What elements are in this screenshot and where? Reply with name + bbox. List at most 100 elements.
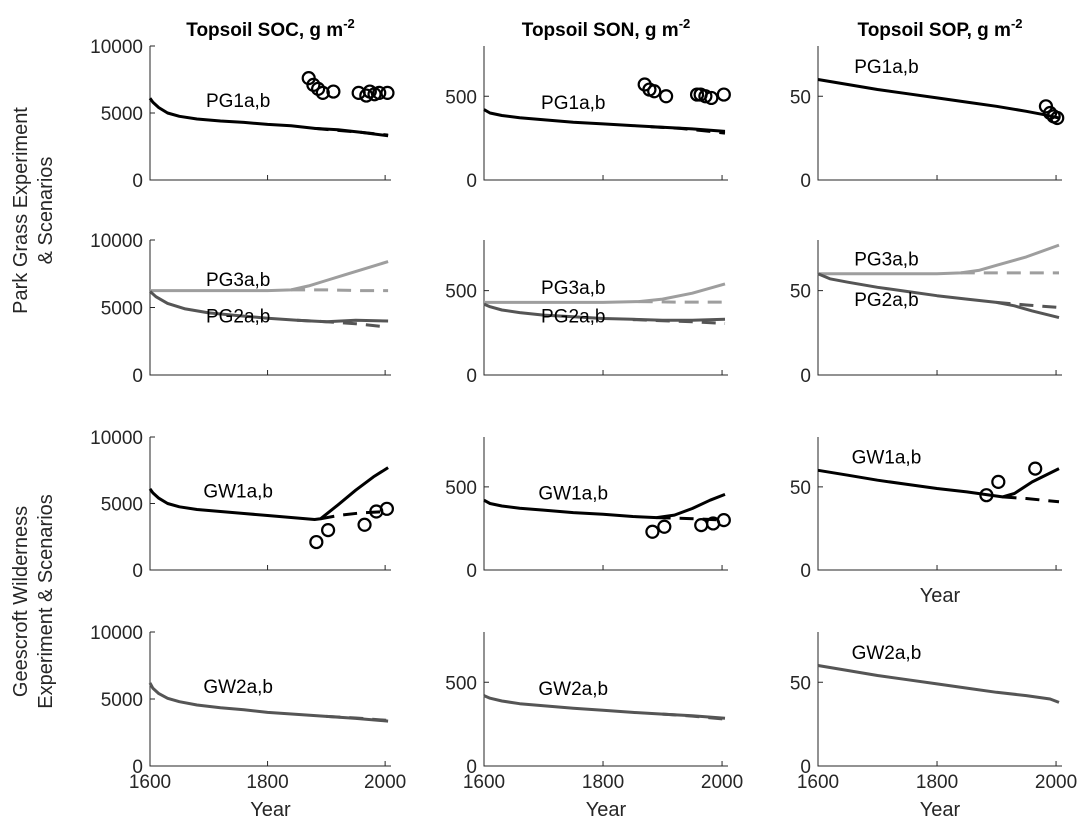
series-label: PG3a,b xyxy=(541,278,605,299)
y-tick-label: 5000 xyxy=(101,495,143,516)
series-label: GW2a,b xyxy=(538,679,608,700)
series-line-dashed xyxy=(314,126,389,137)
y-tick-label: 10000 xyxy=(90,37,143,58)
x-axis-label: Year xyxy=(586,799,627,821)
x-axis-label: Year xyxy=(250,799,291,821)
series-label: GW1a,b xyxy=(852,448,922,469)
series-line xyxy=(817,664,1060,704)
scatter-point xyxy=(309,534,324,550)
series-line xyxy=(483,302,726,322)
scatter-point xyxy=(716,513,731,528)
series-line-dashed xyxy=(296,318,389,329)
panel-r3-c1: 0 5000 10000 GW1a,b xyxy=(90,428,394,582)
series-line-dashed xyxy=(291,288,389,293)
series-line-dashed xyxy=(638,300,725,304)
column-title-2: Topsoil SON, g m-2 xyxy=(522,16,691,41)
column-title-1: Topsoil SOC, g m-2 xyxy=(186,16,355,41)
series-line-dashed xyxy=(632,318,726,325)
row-label-1-line-2: & Scenarios xyxy=(35,157,57,265)
scatter-point xyxy=(698,89,713,104)
axes-frame xyxy=(483,46,728,181)
y-tick-label: 0 xyxy=(132,171,143,192)
scatter-point xyxy=(359,88,374,103)
series-label: PG3a,b xyxy=(854,249,918,270)
y-tick-label: 0 xyxy=(132,757,143,778)
y-tick-label: 500 xyxy=(445,673,477,694)
scatter-point xyxy=(326,84,341,99)
x-tick-label: 2000 xyxy=(1035,772,1077,793)
y-tick-label: 10000 xyxy=(90,231,143,252)
x-tick-label: 1600 xyxy=(129,772,171,793)
scatter-point xyxy=(694,518,709,533)
panel-r4-c1: 0 5000 10000 1600 1800 2000 Year GW2a,b xyxy=(90,623,406,821)
scatter-point xyxy=(357,517,372,532)
x-tick-label: 1800 xyxy=(916,772,958,793)
x-tick-label: 1800 xyxy=(246,772,288,793)
series-line xyxy=(817,467,1060,499)
series-line xyxy=(483,493,726,520)
y-tick-label: 5000 xyxy=(101,690,143,711)
panel-r2-c3: 0 50 PG3a,b PG2a,b xyxy=(790,240,1062,387)
x-tick-label: 1600 xyxy=(797,772,839,793)
series-line-dashed xyxy=(662,712,726,721)
x-axis-label: Year xyxy=(920,799,961,821)
series-line xyxy=(817,272,1060,320)
series-label: GW1a,b xyxy=(538,483,608,504)
y-tick-label: 50 xyxy=(790,673,811,694)
series-line xyxy=(150,260,389,293)
panel-r3-c3: 0 50 Year GW1a,b xyxy=(790,437,1062,607)
axes-frame xyxy=(149,437,391,571)
y-tick-label: 0 xyxy=(132,366,143,387)
scatter-point xyxy=(372,85,387,101)
y-tick-label: 500 xyxy=(445,87,477,108)
axes-frame xyxy=(149,632,391,767)
axes-frame xyxy=(149,46,391,181)
series-label: PG1a,b xyxy=(854,57,918,78)
row-label-2-line-1: Geescroft Wilderness xyxy=(10,506,32,697)
axes-frame xyxy=(149,240,391,376)
panel-r3-c2: 0 500 GW1a,b xyxy=(445,437,731,582)
row-label-2-line-2: Experiment & Scenarios xyxy=(35,494,57,709)
y-tick-label: 0 xyxy=(132,561,143,582)
row-label-1-line-1: Park Grass Experiment xyxy=(10,107,32,314)
panel-r2-c2: 0 500 PG3a,b PG2a,b xyxy=(445,240,728,387)
panel-r1-c2: 0 500 PG1a,b xyxy=(445,46,731,192)
y-tick-label: 500 xyxy=(445,282,477,303)
series-line-dashed xyxy=(656,516,726,522)
y-tick-label: 5000 xyxy=(101,299,143,320)
y-tick-label: 10000 xyxy=(90,428,143,449)
series-label: PG2a,b xyxy=(541,307,605,328)
y-tick-label: 0 xyxy=(466,366,477,387)
scatter-point xyxy=(716,87,731,102)
scatter-point xyxy=(704,90,719,106)
y-tick-label: 50 xyxy=(790,282,811,303)
series-label: GW2a,b xyxy=(852,643,922,664)
panel-r1-c1: 0 5000 10000 PG1a,b xyxy=(90,37,395,192)
scatter-point xyxy=(321,522,336,538)
panel-r4-c2: 0 500 1600 1800 2000 Year GW2a,b xyxy=(445,632,743,821)
panel-r1-c3: 0 50 PG1a,b xyxy=(790,46,1065,192)
series-line xyxy=(817,78,1060,120)
series-line-dashed xyxy=(996,300,1060,309)
y-tick-label: 0 xyxy=(466,171,477,192)
y-tick-label: 0 xyxy=(466,757,477,778)
series-label: PG3a,b xyxy=(206,270,270,291)
x-tick-label: 2000 xyxy=(701,772,743,793)
y-tick-label: 50 xyxy=(790,87,811,108)
panel-r2-c1: 0 5000 10000 PG3a,b PG2a,b xyxy=(90,231,391,387)
y-tick-label: 500 xyxy=(445,478,477,499)
y-tick-label: 5000 xyxy=(101,104,143,125)
scatter-point xyxy=(380,85,395,101)
scatter-point xyxy=(1028,461,1043,476)
x-tick-label: 2000 xyxy=(364,772,406,793)
series-label: GW1a,b xyxy=(203,482,273,503)
panel-r4-c3: 0 50 1600 1800 2000 Year GW2a,b xyxy=(790,632,1077,821)
x-axis-label: Year xyxy=(920,585,961,607)
series-label: GW2a,b xyxy=(203,677,273,698)
y-tick-label: 0 xyxy=(800,561,811,582)
y-tick-label: 0 xyxy=(800,171,811,192)
scatter-point xyxy=(657,519,672,534)
scatter-point xyxy=(1050,110,1065,126)
